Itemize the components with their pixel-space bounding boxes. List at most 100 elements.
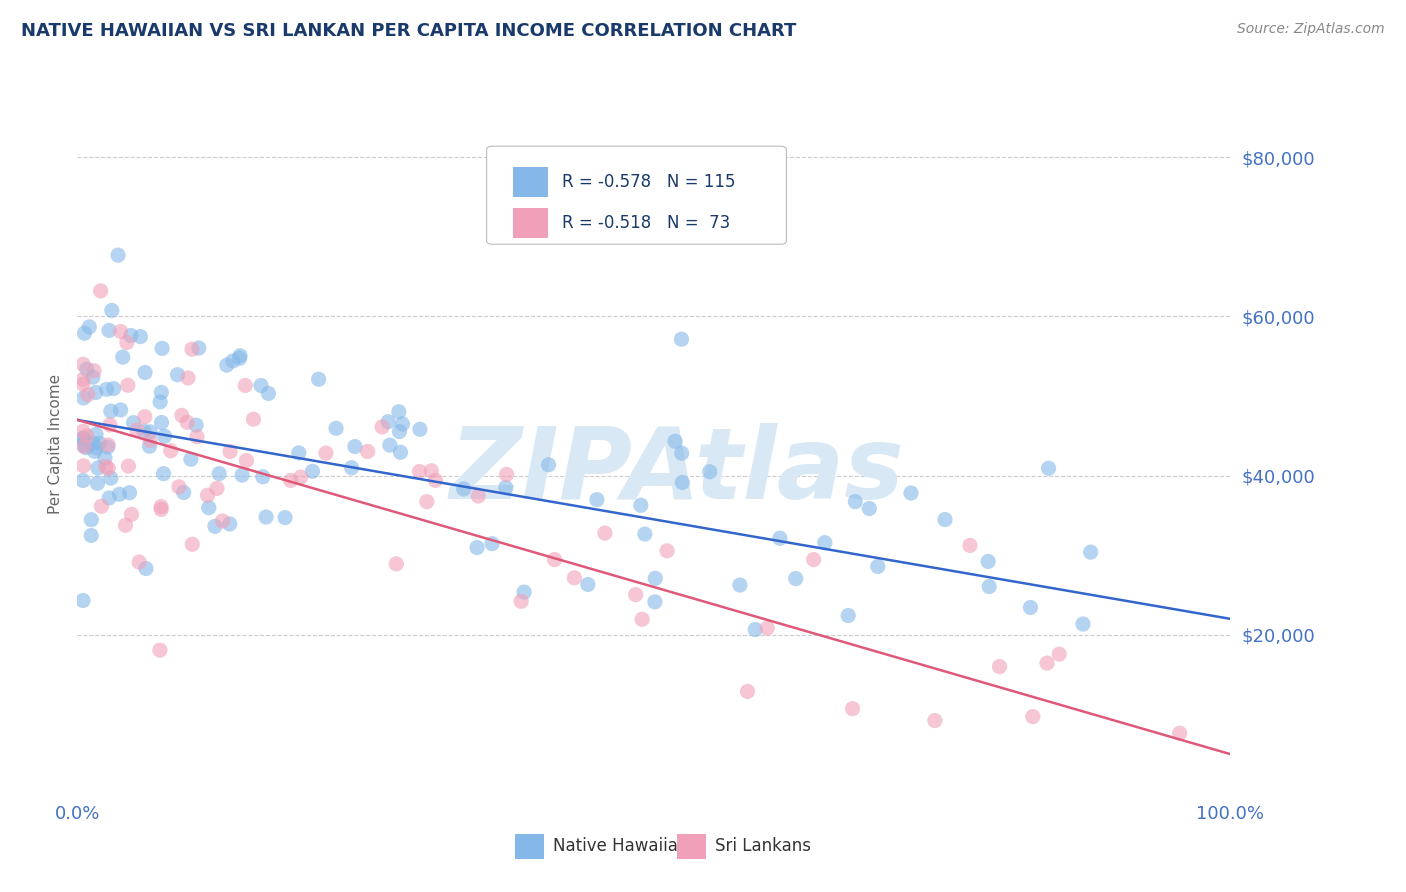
- Point: [211, 514, 233, 528]
- Point: [301, 464, 323, 478]
- Point: [416, 494, 439, 508]
- Point: [844, 494, 866, 508]
- Point: [149, 643, 172, 657]
- Point: [495, 467, 517, 482]
- Point: [110, 403, 132, 417]
- Point: [837, 608, 859, 623]
- Point: [134, 409, 156, 424]
- Point: [728, 578, 751, 592]
- Point: [274, 510, 297, 524]
- Point: [257, 386, 280, 401]
- Point: [1036, 656, 1059, 670]
- Point: [87, 461, 110, 475]
- Point: [72, 357, 94, 371]
- Point: [122, 416, 145, 430]
- Point: [72, 474, 94, 488]
- Point: [197, 500, 219, 515]
- Point: [1168, 726, 1191, 740]
- Point: [90, 284, 112, 298]
- Point: [98, 323, 121, 337]
- Point: [803, 552, 825, 566]
- Point: [229, 349, 252, 363]
- Point: [150, 385, 173, 400]
- Point: [76, 387, 98, 401]
- Point: [80, 513, 103, 527]
- Point: [139, 434, 162, 448]
- Point: [1047, 647, 1070, 661]
- Point: [138, 439, 160, 453]
- Point: [97, 438, 120, 452]
- Point: [75, 441, 97, 455]
- Point: [631, 612, 654, 626]
- Point: [84, 427, 107, 442]
- Point: [1019, 600, 1042, 615]
- Point: [150, 416, 173, 430]
- Point: [308, 372, 330, 386]
- Text: Source: ZipAtlas.com: Source: ZipAtlas.com: [1237, 22, 1385, 37]
- Point: [465, 541, 488, 555]
- Point: [391, 417, 413, 431]
- FancyBboxPatch shape: [676, 835, 706, 859]
- Point: [388, 425, 411, 439]
- Point: [186, 430, 208, 444]
- Point: [250, 378, 273, 392]
- Point: [671, 332, 693, 346]
- Point: [82, 370, 104, 384]
- Point: [287, 446, 309, 460]
- Point: [510, 594, 533, 608]
- Point: [737, 684, 759, 698]
- Point: [644, 595, 666, 609]
- Point: [467, 489, 489, 503]
- Point: [76, 429, 98, 443]
- Point: [150, 502, 173, 516]
- Point: [513, 585, 536, 599]
- FancyBboxPatch shape: [513, 167, 548, 196]
- Text: ZIPAtlas: ZIPAtlas: [450, 424, 904, 520]
- Point: [231, 468, 253, 483]
- Point: [744, 623, 766, 637]
- Point: [120, 328, 142, 343]
- Point: [135, 561, 157, 575]
- Point: [72, 438, 94, 452]
- Point: [97, 461, 120, 475]
- Point: [425, 473, 447, 487]
- Point: [184, 418, 207, 433]
- Point: [934, 512, 956, 526]
- Point: [96, 382, 118, 396]
- Point: [378, 438, 401, 452]
- Point: [564, 571, 586, 585]
- Point: [315, 446, 337, 460]
- Point: [218, 516, 240, 531]
- Point: [149, 395, 172, 409]
- Point: [1022, 709, 1045, 723]
- Point: [900, 486, 922, 500]
- Point: [153, 429, 176, 443]
- Point: [959, 538, 981, 552]
- Point: [593, 526, 616, 541]
- Point: [72, 593, 94, 607]
- Point: [1080, 545, 1102, 559]
- Point: [197, 488, 219, 502]
- Point: [181, 537, 204, 551]
- Point: [222, 354, 245, 368]
- Point: [180, 452, 202, 467]
- Text: R = -0.578   N = 115: R = -0.578 N = 115: [561, 173, 735, 191]
- Point: [377, 415, 399, 429]
- Point: [1071, 617, 1094, 632]
- Point: [219, 444, 242, 458]
- Point: [83, 364, 105, 378]
- Point: [84, 441, 107, 455]
- Point: [118, 485, 141, 500]
- Point: [280, 474, 302, 488]
- Point: [495, 480, 517, 494]
- Point: [756, 621, 779, 635]
- Point: [90, 500, 112, 514]
- Point: [769, 531, 792, 545]
- Point: [215, 358, 238, 372]
- Point: [72, 431, 94, 445]
- Point: [159, 443, 181, 458]
- Point: [80, 528, 103, 542]
- Point: [86, 476, 108, 491]
- Point: [356, 444, 378, 458]
- Point: [671, 446, 693, 460]
